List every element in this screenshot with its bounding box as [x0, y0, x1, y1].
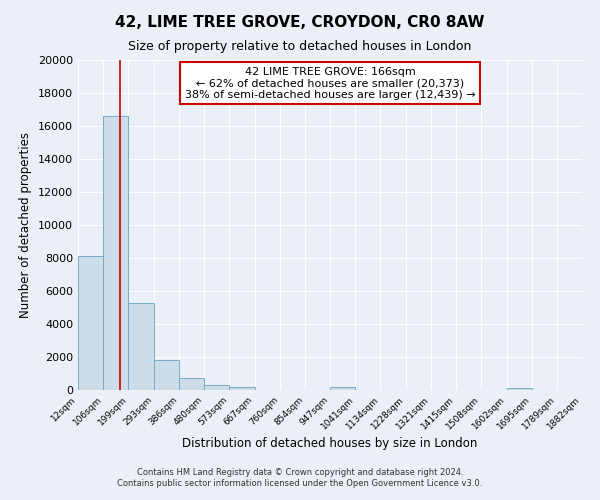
- Bar: [179, 378, 204, 390]
- Bar: [506, 388, 532, 390]
- Bar: [330, 386, 355, 390]
- Bar: [229, 386, 254, 390]
- Bar: [103, 116, 128, 390]
- Text: 42 LIME TREE GROVE: 166sqm
← 62% of detached houses are smaller (20,373)
38% of : 42 LIME TREE GROVE: 166sqm ← 62% of deta…: [185, 66, 475, 100]
- X-axis label: Distribution of detached houses by size in London: Distribution of detached houses by size …: [182, 436, 478, 450]
- Bar: [204, 385, 229, 390]
- Bar: [154, 360, 179, 390]
- Text: Contains HM Land Registry data © Crown copyright and database right 2024.
Contai: Contains HM Land Registry data © Crown c…: [118, 468, 482, 487]
- Text: 42, LIME TREE GROVE, CROYDON, CR0 8AW: 42, LIME TREE GROVE, CROYDON, CR0 8AW: [115, 15, 485, 30]
- Y-axis label: Number of detached properties: Number of detached properties: [19, 132, 32, 318]
- Bar: [78, 256, 103, 390]
- Bar: [128, 302, 154, 390]
- Text: Size of property relative to detached houses in London: Size of property relative to detached ho…: [128, 40, 472, 53]
